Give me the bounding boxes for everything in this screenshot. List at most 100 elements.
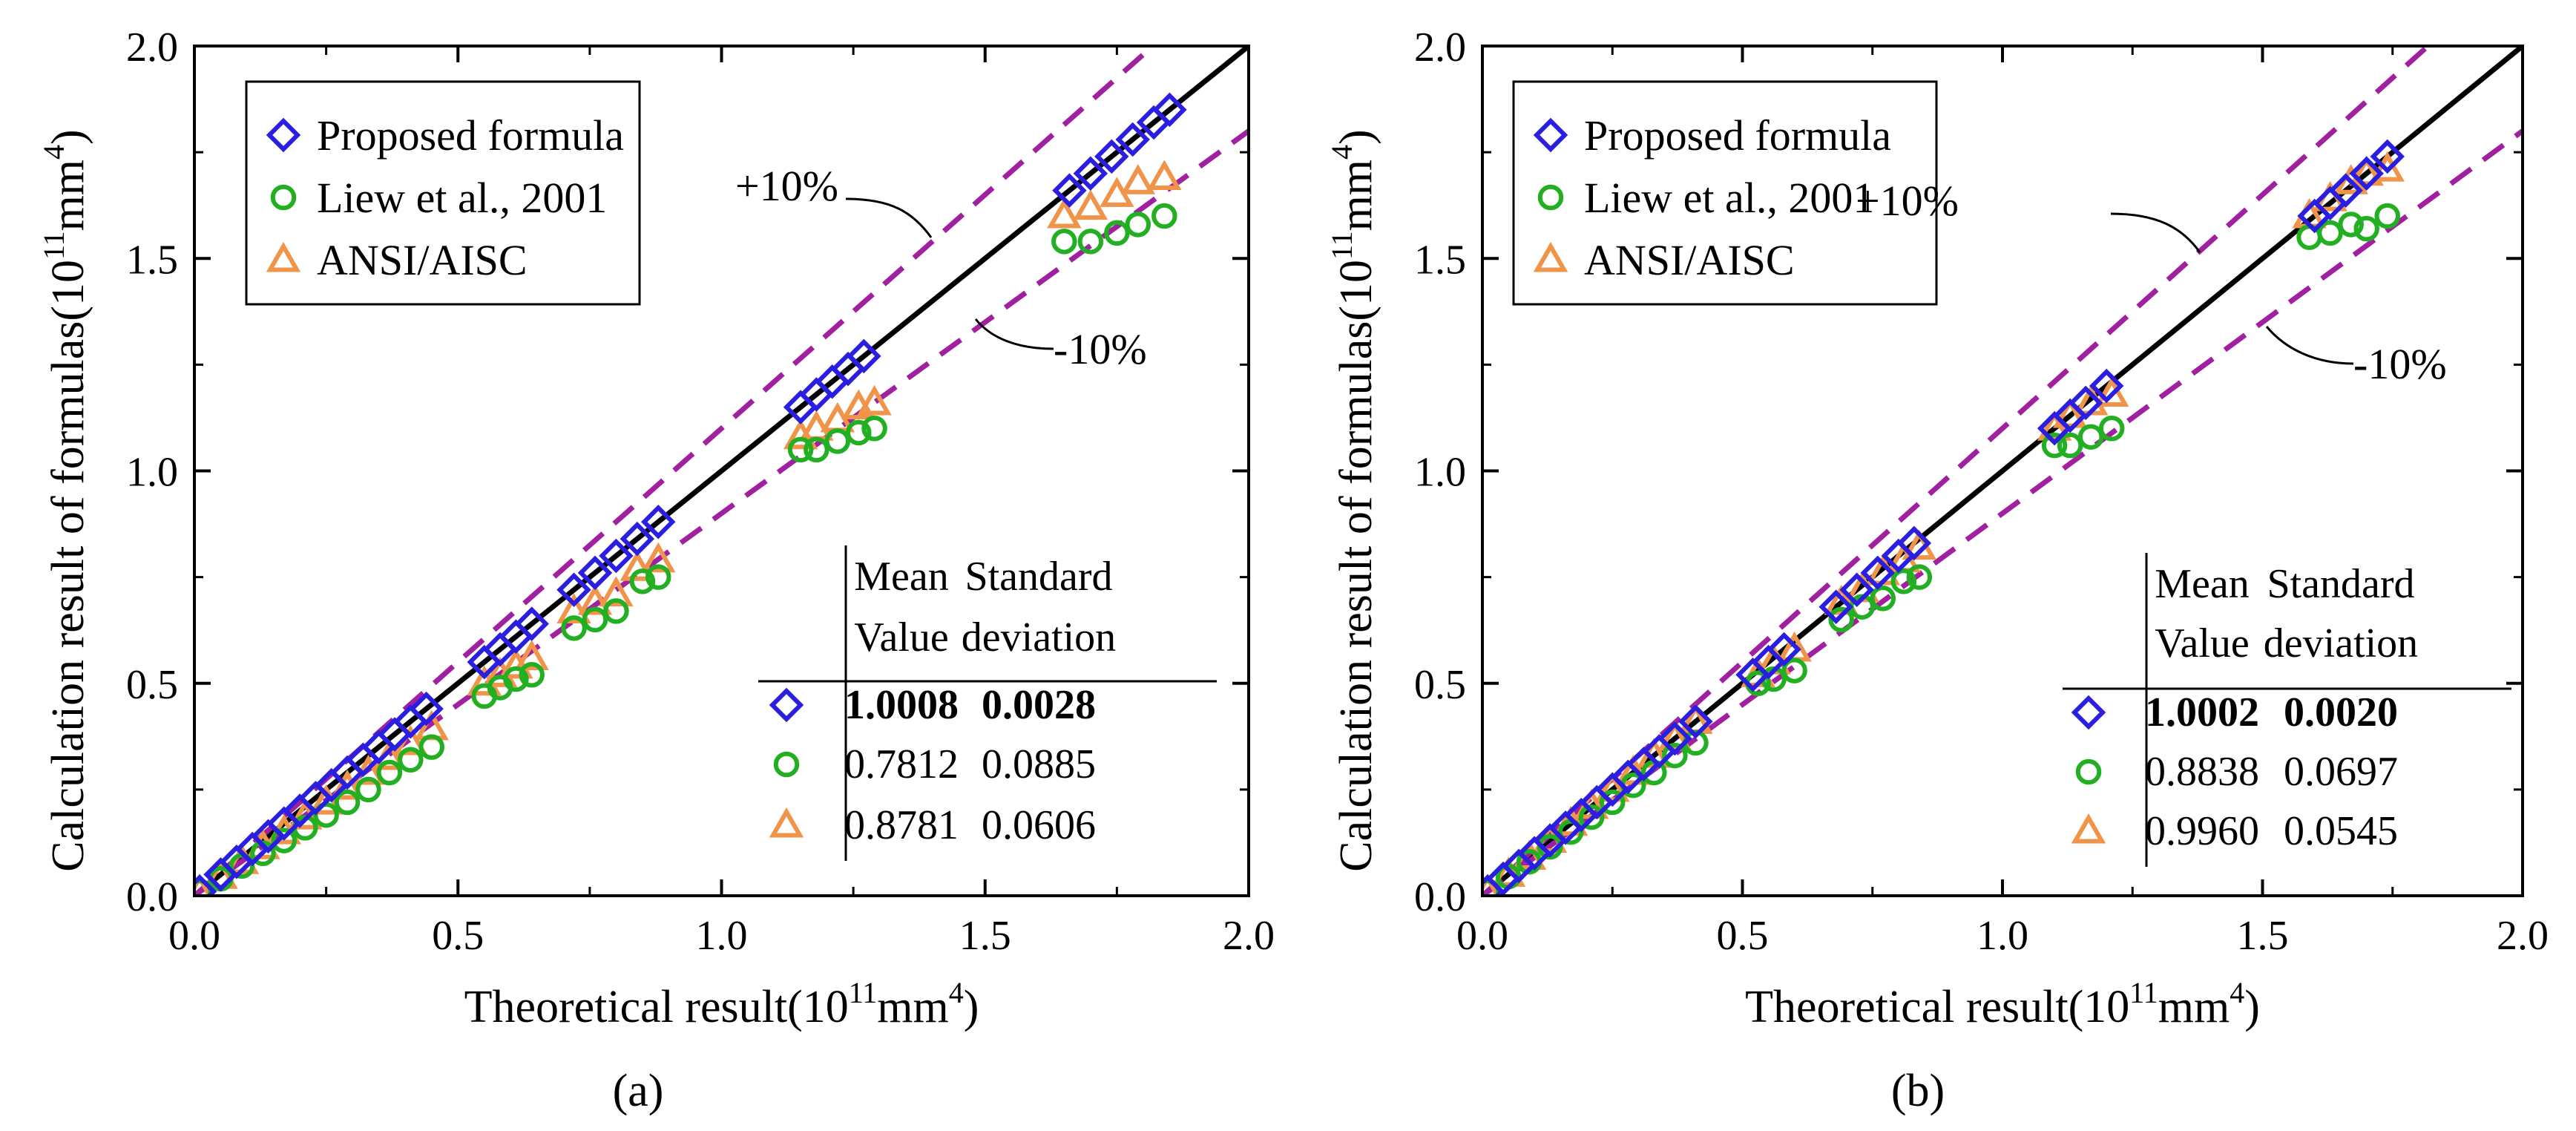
series-proposed-formula — [1482, 139, 2405, 896]
data-point-ansi-aisc — [556, 593, 591, 623]
data-point-liew-et-al-2001 — [194, 879, 213, 896]
table-sd-ansi-aisc: 0.0606 — [982, 802, 1096, 848]
y-axis-label-part-3: 4 — [37, 145, 70, 160]
data-point-ansi-aisc — [599, 576, 634, 607]
data-point-proposed-formula — [1678, 704, 1713, 739]
panel-a: 0.0 0.5 1.0 1.5 2.0 0.0 0.5 1.0 1.5 2.0 Theoretica… — [37, 24, 1275, 1116]
data-point-liew-et-al-2001 — [2077, 424, 2104, 450]
y-tick-label: 0.5 — [1414, 662, 1466, 708]
table-header-sd-line2: deviation — [2264, 620, 2418, 666]
data-point-liew-et-al-2001 — [2338, 212, 2364, 237]
x-tick-label: 0.0 — [168, 913, 220, 959]
data-point-liew-et-al-2001 — [519, 662, 545, 688]
y-tick-label: 1.0 — [1414, 450, 1466, 496]
annotation-plus-10-leader — [2110, 212, 2201, 253]
legend: Proposed formula Liew et al., 2001 ANSI/AI… — [1512, 80, 1938, 306]
table-header-mean-line1: Mean — [2155, 561, 2250, 607]
table-marker-proposed-formula — [2071, 695, 2106, 730]
annotation-minus-10-leader — [974, 318, 1054, 350]
data-point-liew-et-al-2001 — [2374, 203, 2400, 229]
data-point-proposed-formula — [1052, 173, 1087, 208]
legend-label-proposed-formula: Proposed formula — [1584, 111, 1891, 160]
data-point-liew-et-al-2001 — [2041, 432, 2068, 459]
panel-caption: (a) — [613, 1066, 664, 1116]
data-point-proposed-formula — [599, 538, 634, 574]
annotation-minus-10: -10% — [2353, 340, 2447, 388]
table-header-mean-line2: Value — [2155, 620, 2250, 666]
annotation-minus-10-leader — [2265, 326, 2354, 365]
legend-marker-ansi-aisc — [266, 241, 301, 272]
data-point-ansi-aisc — [2370, 151, 2405, 182]
table-header-mean-line1: Mean — [854, 554, 949, 600]
data-point-proposed-formula — [2089, 368, 2124, 404]
table-marker-ansi-aisc — [769, 807, 804, 838]
x-tick-label: 0.0 — [1456, 913, 1508, 959]
y-axis-label-part-3: 4 — [1325, 145, 1358, 160]
x-axis-label: Theoretical result(1011mm4) — [1745, 976, 2260, 1032]
y-axis-label-part-0: Calculation result of formulas(10 — [1331, 260, 1381, 872]
legend-label-ansi-aisc: ANSI/AISC — [317, 236, 528, 284]
data-point-proposed-formula — [577, 555, 613, 591]
table-marker-proposed-formula — [769, 687, 804, 723]
y-tick-label: 1.5 — [126, 237, 178, 283]
annotation-plus-10-leader — [845, 197, 933, 238]
reference-line-10 — [1482, 46, 2432, 896]
table-mean-ansi-aisc: 0.9960 — [2145, 808, 2259, 854]
annotation-plus-10: +10% — [735, 162, 838, 210]
x-axis-label-part-1: 11 — [849, 976, 878, 1009]
y-tick-label: 0.0 — [126, 874, 178, 920]
y-tick-label: 1.5 — [1414, 237, 1466, 283]
table-mean-proposed-formula: 1.0002 — [2145, 689, 2259, 735]
data-point-liew-et-al-2001 — [271, 827, 298, 853]
table-mean-proposed-formula: 1.0008 — [844, 682, 959, 728]
axis-ticks: 0.0 0.5 1.0 1.5 2.0 0.0 0.5 1.0 1.5 2.0 — [126, 24, 1275, 959]
y-tick-label: 0.5 — [126, 662, 178, 708]
data-point-liew-et-al-2001 — [2098, 416, 2125, 442]
y-tick-label: 2.0 — [126, 24, 178, 71]
data-point-ansi-aisc — [1657, 721, 1692, 751]
x-axis-label: Theoretical result(1011mm4) — [464, 976, 979, 1032]
table-header-sd-line2: deviation — [962, 614, 1116, 660]
data-point-liew-et-al-2001 — [1600, 789, 1626, 816]
data-point-liew-et-al-2001 — [1077, 229, 1104, 255]
table-sd-liew-et-al-2001: 0.0885 — [982, 741, 1096, 787]
data-point-liew-et-al-2001 — [1828, 606, 1854, 633]
data-point-liew-et-al-2001 — [1781, 658, 1807, 683]
legend-label-liew-et-al-2001: Liew et al., 2001 — [317, 174, 607, 222]
x-tick-label: 1.5 — [959, 913, 1011, 959]
data-point-ansi-aisc — [577, 584, 613, 615]
data-point-proposed-formula — [409, 691, 444, 727]
data-point-liew-et-al-2001 — [2317, 220, 2343, 246]
data-point-liew-et-al-2001 — [603, 598, 629, 624]
data-point-liew-et-al-2001 — [861, 416, 887, 442]
x-tick-label: 2.0 — [1223, 913, 1275, 959]
x-tick-label: 0.5 — [432, 913, 484, 959]
data-point-liew-et-al-2001 — [398, 747, 424, 773]
y-axis-label-part-close: ) — [1331, 129, 1381, 145]
data-point-liew-et-al-2001 — [355, 776, 381, 803]
data-point-liew-et-al-2001 — [1104, 220, 1130, 246]
table-header-sd-line1: Standard — [2267, 561, 2414, 607]
x-tick-label: 1.5 — [2237, 913, 2289, 959]
data-point-liew-et-al-2001 — [1578, 804, 1605, 830]
table-header-mean-line2: Value — [854, 614, 949, 660]
x-axis-label-part-close: ) — [964, 982, 979, 1032]
data-point-liew-et-al-2001 — [582, 606, 608, 633]
data-point-proposed-formula — [2328, 173, 2363, 208]
annotation-minus-10: -10% — [1054, 325, 1147, 373]
table-mean-liew-et-al-2001: 0.7812 — [844, 741, 959, 787]
x-axis-label-part-0: Theoretical result(10 — [464, 982, 849, 1032]
table-mean-ansi-aisc: 0.8781 — [844, 802, 959, 848]
data-point-ansi-aisc — [1595, 771, 1630, 802]
legend-label-ansi-aisc: ANSI/AISC — [1584, 236, 1795, 284]
reference-line-10 — [194, 46, 1157, 896]
data-point-proposed-formula — [1896, 525, 1932, 561]
data-point-liew-et-al-2001 — [1051, 229, 1077, 255]
data-point-liew-et-al-2001 — [824, 428, 851, 454]
legend-marker-proposed-formula — [1533, 117, 1568, 153]
x-tick-label: 1.0 — [1977, 913, 2028, 959]
series-proposed-formula — [194, 92, 1187, 896]
table-sd-ansi-aisc: 0.0545 — [2284, 808, 2398, 854]
